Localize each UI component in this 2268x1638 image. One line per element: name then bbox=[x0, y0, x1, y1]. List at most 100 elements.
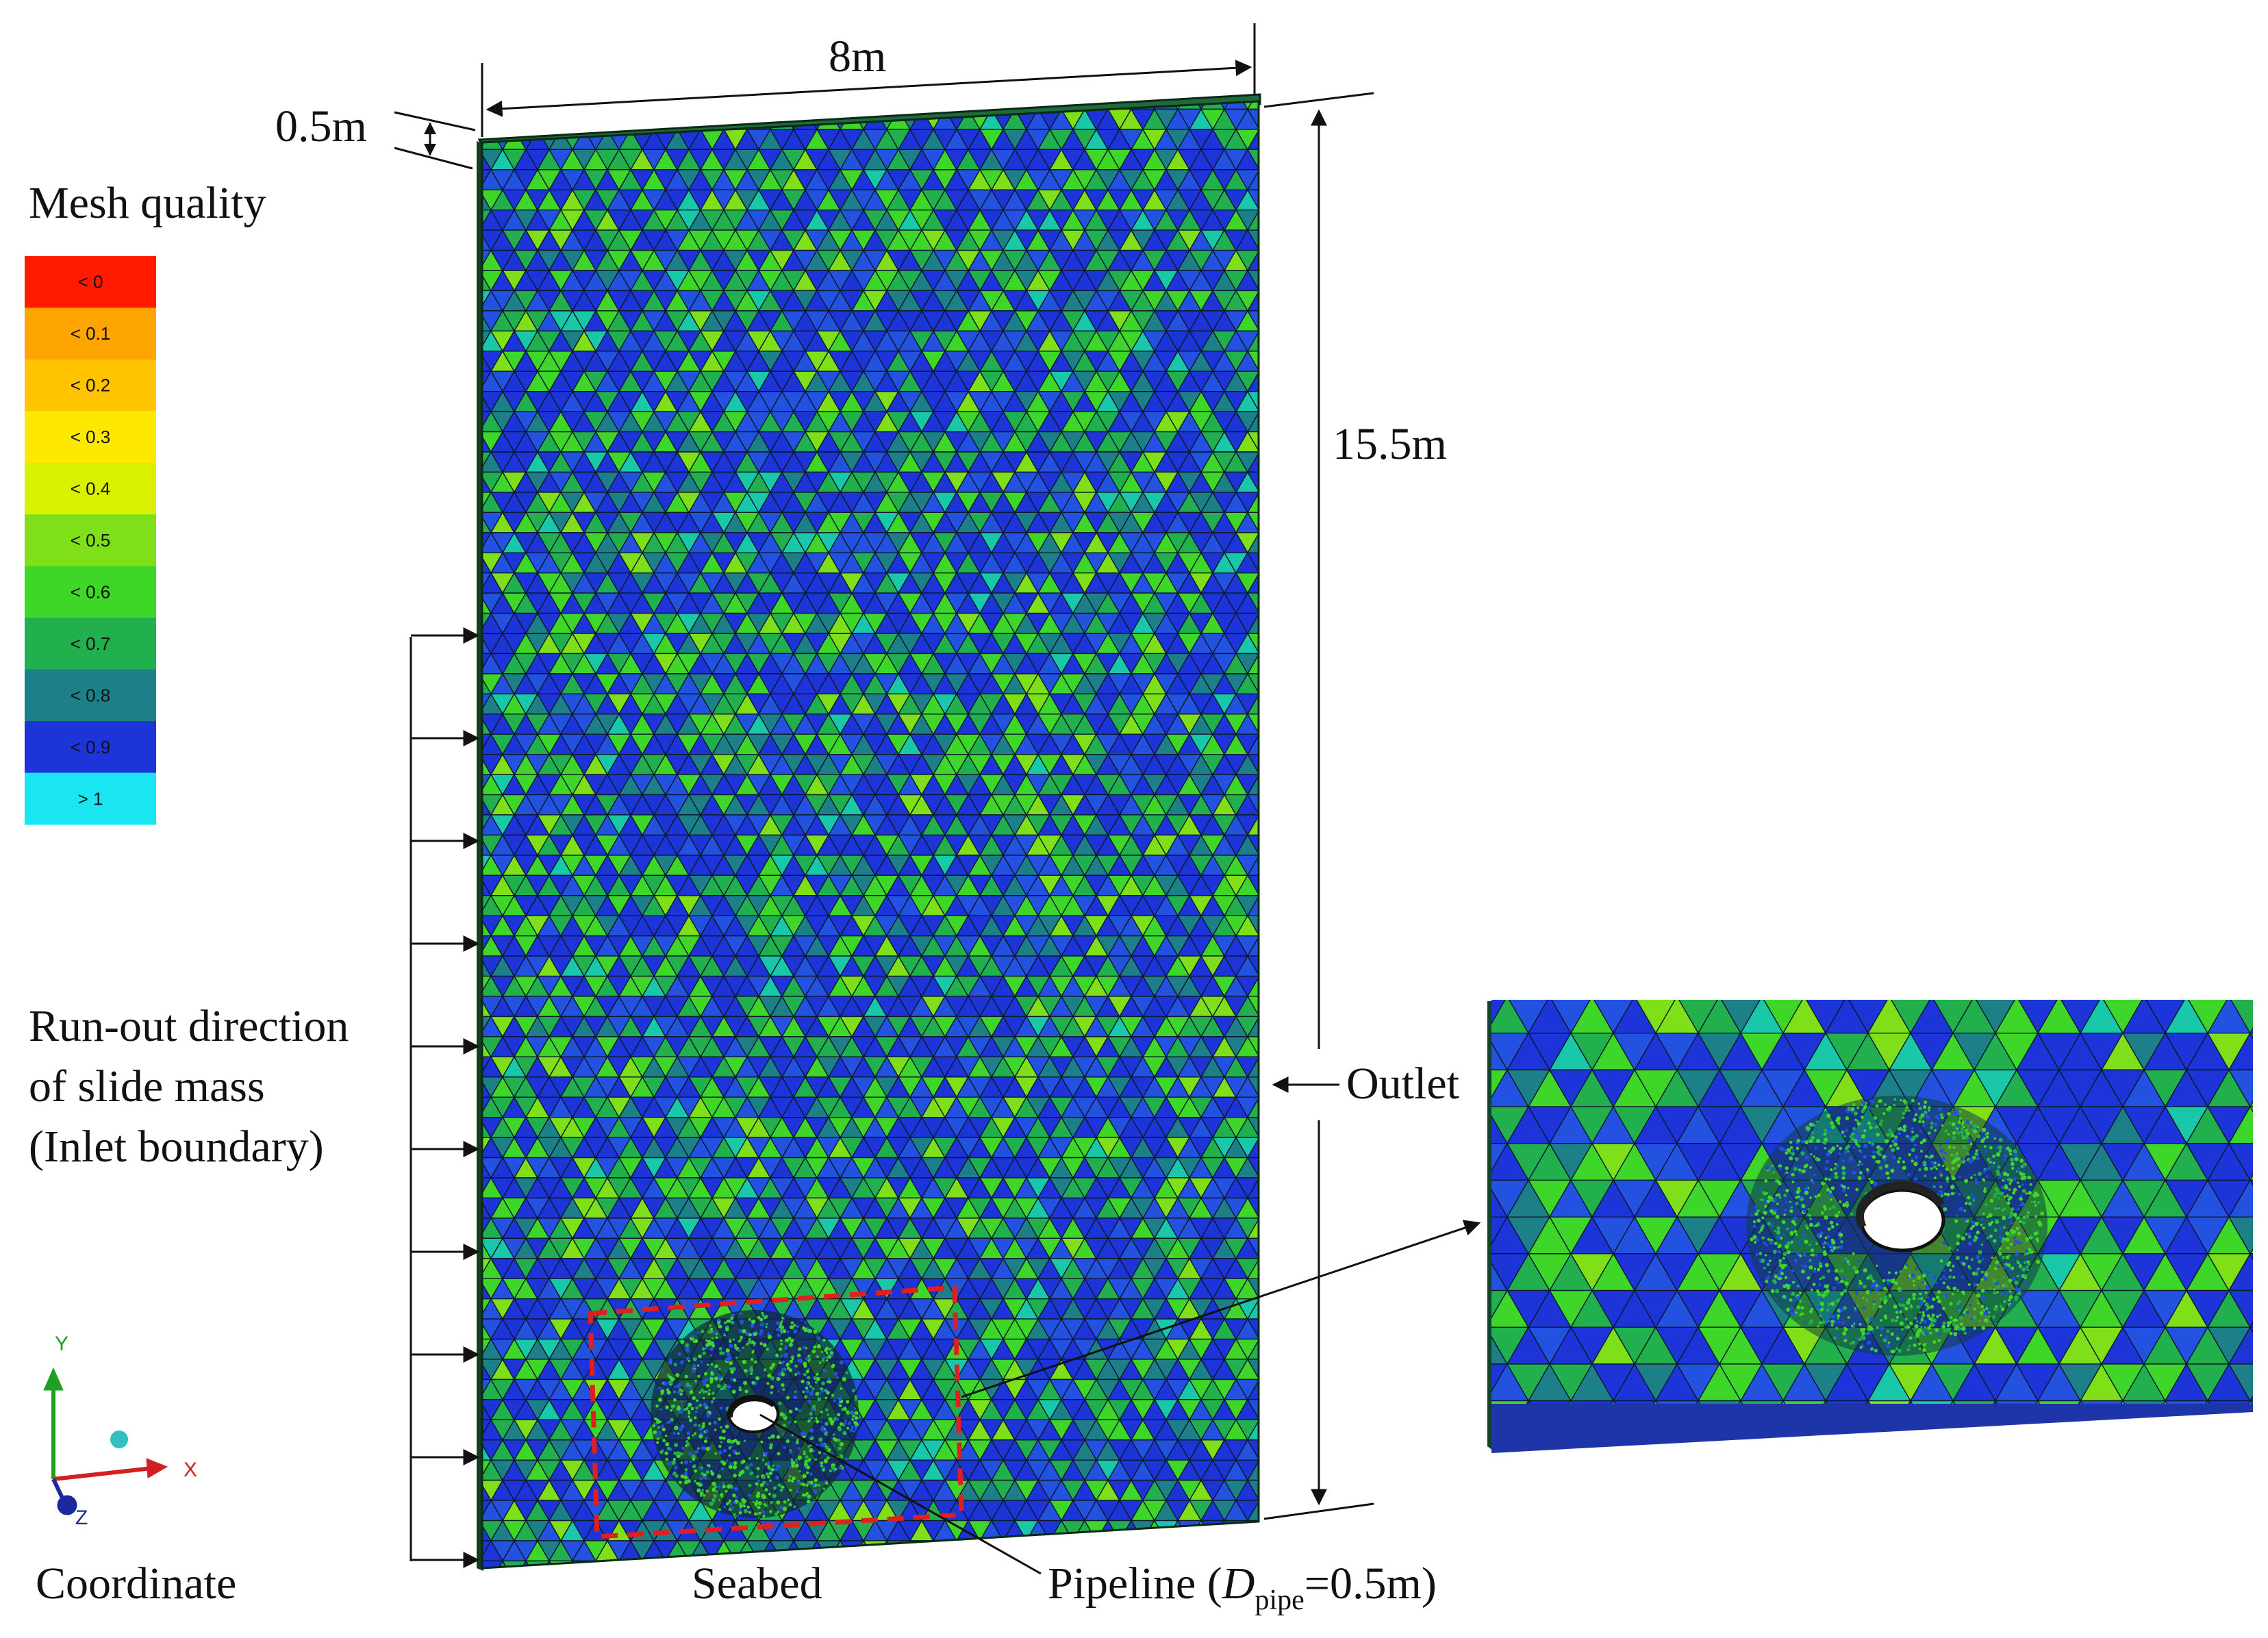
mesh-cell bbox=[456, 977, 479, 996]
mesh-cell bbox=[1283, 452, 1306, 472]
mesh-cell bbox=[1258, 249, 1259, 272]
legend-item: < 0.5 bbox=[25, 514, 156, 567]
mesh-cell bbox=[1258, 330, 1259, 353]
legend-item: < 0.1 bbox=[25, 307, 156, 360]
mesh-cell bbox=[1271, 553, 1294, 572]
mesh-cell bbox=[1283, 311, 1306, 331]
mesh-cell bbox=[1283, 774, 1306, 794]
mesh-cell bbox=[1271, 290, 1294, 310]
mesh-cell bbox=[1283, 1158, 1306, 1178]
mesh-cell bbox=[1294, 270, 1318, 290]
mesh-cell bbox=[1271, 1097, 1294, 1117]
mesh-cell bbox=[456, 1339, 479, 1359]
mesh-cell bbox=[1283, 1420, 1306, 1439]
mesh-cell bbox=[1246, 552, 1259, 575]
mesh-cell bbox=[1258, 169, 1259, 191]
mesh-cell bbox=[1271, 977, 1294, 996]
mesh-cell bbox=[1294, 1359, 1318, 1379]
mesh-cell bbox=[456, 815, 479, 835]
mesh-cell bbox=[1294, 109, 1318, 129]
mesh-cell bbox=[1258, 1237, 1259, 1259]
mesh-cell bbox=[1258, 794, 1259, 816]
mesh-cell bbox=[1294, 1440, 1318, 1460]
mesh-cell bbox=[1271, 1339, 1294, 1359]
legend-swatch bbox=[25, 307, 156, 360]
mesh-cell bbox=[1258, 1035, 1259, 1058]
mesh-cell bbox=[1294, 1077, 1318, 1097]
legend-item: > 1 bbox=[25, 772, 156, 825]
mesh-cell bbox=[456, 855, 479, 875]
mesh-cell bbox=[1246, 101, 1259, 110]
mesh-cell bbox=[571, 101, 597, 110]
mesh-cell bbox=[456, 290, 479, 310]
mesh-cell bbox=[456, 1016, 479, 1036]
mesh-cell bbox=[1271, 1158, 1294, 1178]
legend-item: < 0 bbox=[25, 256, 156, 308]
mesh-cell bbox=[456, 653, 479, 673]
mesh-cell bbox=[1283, 593, 1306, 613]
mesh-cell bbox=[1258, 1157, 1259, 1179]
mesh-cell bbox=[1246, 451, 1259, 473]
mesh-cell bbox=[1294, 714, 1318, 734]
mesh-cell bbox=[1258, 1218, 1259, 1239]
mesh-cell bbox=[606, 108, 632, 130]
mesh-cell bbox=[1271, 734, 1294, 754]
mesh-cell bbox=[1271, 653, 1294, 673]
mesh-cell bbox=[1283, 916, 1306, 935]
mesh-cell bbox=[1283, 553, 1306, 572]
mesh-cell bbox=[1258, 1177, 1259, 1199]
mesh-cell bbox=[1271, 1400, 1294, 1420]
mesh-cell bbox=[1246, 512, 1259, 534]
mesh-cell bbox=[1258, 774, 1259, 796]
mesh-cell bbox=[909, 101, 935, 110]
mesh-cell bbox=[1258, 1338, 1259, 1361]
mesh-cell bbox=[456, 1259, 479, 1278]
mesh-cell bbox=[757, 101, 783, 110]
mesh-cell bbox=[1271, 251, 1294, 270]
mesh-cell bbox=[456, 614, 479, 633]
mesh-cell bbox=[1246, 249, 1259, 271]
legend-swatch bbox=[25, 514, 156, 567]
mesh-cell bbox=[490, 108, 516, 130]
mesh-cell bbox=[885, 101, 911, 110]
mesh-cell bbox=[1283, 1118, 1306, 1137]
mesh-cell bbox=[722, 101, 748, 110]
mesh-cell bbox=[1013, 101, 1040, 110]
mesh-cell bbox=[456, 1097, 479, 1117]
mesh-cell bbox=[1258, 551, 1259, 574]
mesh-cell bbox=[1283, 1299, 1306, 1319]
mesh-cell bbox=[1271, 633, 1294, 653]
mesh-cell bbox=[456, 1460, 479, 1480]
mesh-cell bbox=[1283, 472, 1306, 492]
mesh-cell bbox=[1271, 835, 1294, 855]
mesh-cell bbox=[629, 101, 655, 110]
mesh-cell bbox=[1258, 1398, 1259, 1421]
legend-label: > 1 bbox=[78, 788, 103, 809]
mesh-cell bbox=[874, 101, 900, 110]
legend-swatch bbox=[25, 566, 156, 618]
mesh-cell bbox=[1294, 916, 1318, 935]
mesh-cell bbox=[1271, 1198, 1294, 1218]
mesh-cell bbox=[1271, 614, 1294, 633]
mesh-cell bbox=[1294, 311, 1318, 331]
mesh-cell bbox=[1258, 451, 1259, 473]
mesh-cell bbox=[1283, 653, 1306, 673]
mesh-cell bbox=[456, 412, 479, 431]
mesh-cell bbox=[1271, 1420, 1294, 1439]
legend-label: < 0.2 bbox=[71, 375, 111, 396]
mesh-cell bbox=[734, 101, 760, 110]
mesh-cell bbox=[1258, 672, 1259, 695]
mesh-cell bbox=[1271, 533, 1294, 553]
mesh-cell bbox=[1258, 592, 1259, 614]
mesh-cell bbox=[1283, 251, 1306, 270]
mesh-cell bbox=[1258, 1137, 1259, 1159]
mesh-cell bbox=[1258, 108, 1259, 130]
mesh-cell bbox=[1246, 471, 1259, 494]
mesh-cell bbox=[1271, 472, 1294, 492]
mesh-cell bbox=[1283, 1077, 1306, 1097]
legend-label: < 0.4 bbox=[71, 479, 111, 499]
mesh-cell bbox=[525, 108, 551, 131]
mesh-cell bbox=[1283, 89, 1306, 109]
mesh-cell bbox=[1283, 371, 1306, 391]
